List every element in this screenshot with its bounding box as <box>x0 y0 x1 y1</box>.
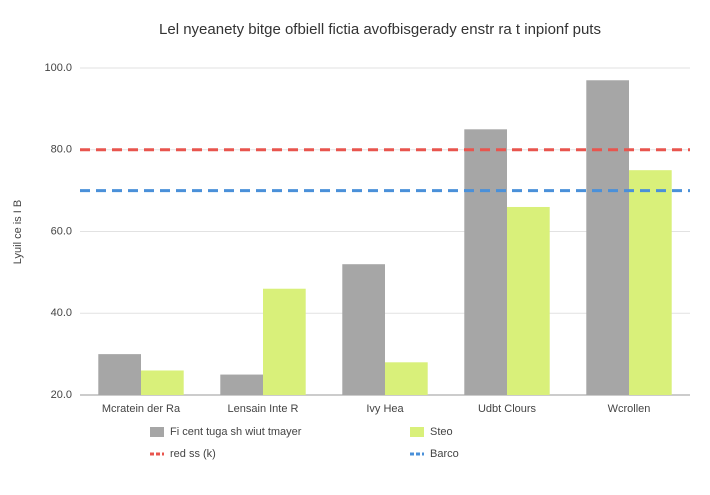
bar <box>220 374 263 395</box>
bar <box>141 370 184 395</box>
bar <box>342 264 385 395</box>
bar <box>464 129 507 395</box>
legend-label: Fi cent tuga sh wiut tmayer <box>170 426 302 438</box>
bar <box>385 362 428 395</box>
y-tick-label: 100.0 <box>44 62 72 74</box>
y-axis-label: Lyuil ce is I B <box>12 200 24 264</box>
x-tick-label: Udbt Clours <box>478 403 537 415</box>
y-tick-label: 60.0 <box>51 225 72 237</box>
bar <box>507 206 550 395</box>
chart-title: Lel nyeanety bitge ofbiell fictia avofbi… <box>159 21 601 38</box>
x-tick-label: Lensain Inte R <box>228 403 299 415</box>
legend-swatch <box>410 427 424 437</box>
y-tick-label: 80.0 <box>51 144 72 156</box>
x-tick-label: Wcrollen <box>608 403 651 415</box>
legend-label: Steo <box>430 426 453 438</box>
bar <box>629 170 672 395</box>
bar <box>263 288 306 395</box>
x-tick-label: Ivy Hea <box>366 403 404 415</box>
legend-label: red ss (k) <box>170 448 216 460</box>
legend-swatch <box>150 427 164 437</box>
bar <box>586 80 629 395</box>
bar <box>98 354 141 395</box>
x-tick-label: Mcratein der Ra <box>102 403 181 415</box>
y-tick-label: 40.0 <box>51 307 72 319</box>
y-tick-label: 20.0 <box>51 389 72 401</box>
legend-label: Barco <box>430 448 459 460</box>
